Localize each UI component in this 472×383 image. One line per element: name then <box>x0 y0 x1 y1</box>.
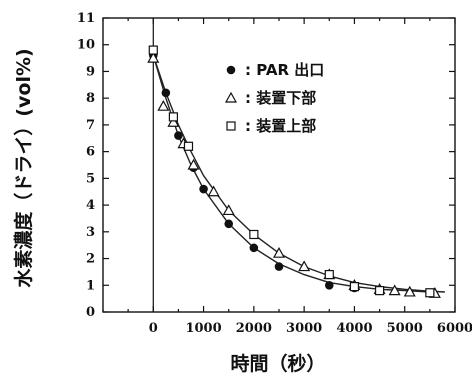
data-markers <box>147 45 441 298</box>
data-point <box>199 184 208 194</box>
data-point <box>157 99 170 111</box>
legend-label: : PAR 出口 <box>245 61 324 79</box>
y-axis-title: 水素濃度（ドライ）(vol%) <box>12 48 35 287</box>
y-tick-label: 7 <box>86 118 95 133</box>
x-tick-label: 2000 <box>236 321 272 336</box>
data-point <box>374 286 385 296</box>
data-point <box>298 260 311 272</box>
x-tick-label: 3000 <box>286 321 322 336</box>
data-point <box>249 229 259 240</box>
x-tick-label: 0 <box>149 321 158 336</box>
data-point <box>249 243 259 253</box>
data-point <box>148 45 158 55</box>
legend-marker <box>224 91 238 103</box>
x-axis-title: 時間（秒） <box>230 352 325 375</box>
data-point <box>222 204 235 216</box>
data-point <box>207 185 220 197</box>
legend-label: : 装置上部 <box>245 117 316 135</box>
y-tick-label: 4 <box>86 198 95 213</box>
data-point <box>324 269 334 280</box>
data-point <box>167 116 180 127</box>
data-point <box>324 280 334 290</box>
y-tick-label: 6 <box>86 145 95 160</box>
legend-marker <box>226 121 236 131</box>
data-point <box>274 262 284 271</box>
data-point <box>224 219 234 229</box>
data-point <box>187 158 200 170</box>
axes: 0 1 2 3 4 5 6 7 8 9 10 11 0 1000 2000 3000 4000 5000 6000 <box>77 11 472 336</box>
data-point <box>349 282 360 292</box>
data-point <box>425 288 435 298</box>
data-point <box>403 285 416 297</box>
data-point <box>174 131 183 140</box>
y-tick-label: 5 <box>86 171 95 186</box>
x-tick-label: 6000 <box>437 321 472 336</box>
y-tick-label: 3 <box>86 225 95 240</box>
y-tick-label: 11 <box>77 11 95 26</box>
legend: : PAR 出口 : 装置下部 : 装置上部 <box>224 61 324 135</box>
x-tick-label: 1000 <box>185 321 221 336</box>
data-point <box>168 112 178 122</box>
y-tick-label: 1 <box>86 278 95 293</box>
data-point <box>272 246 286 258</box>
data-point <box>183 141 194 151</box>
y-tick-label: 0 <box>86 305 95 320</box>
legend-label: : 装置下部 <box>245 89 316 107</box>
y-tick-label: 2 <box>86 252 95 267</box>
data-point <box>161 88 171 98</box>
y-tick-label: 8 <box>86 91 95 106</box>
legend-marker <box>226 65 236 75</box>
x-tick-label: 5000 <box>387 321 423 336</box>
data-point <box>388 284 401 296</box>
data-point <box>147 51 160 63</box>
x-tick-label: 4000 <box>336 321 372 336</box>
y-tick-label: 9 <box>86 64 95 79</box>
y-tick-label: 10 <box>77 38 95 53</box>
